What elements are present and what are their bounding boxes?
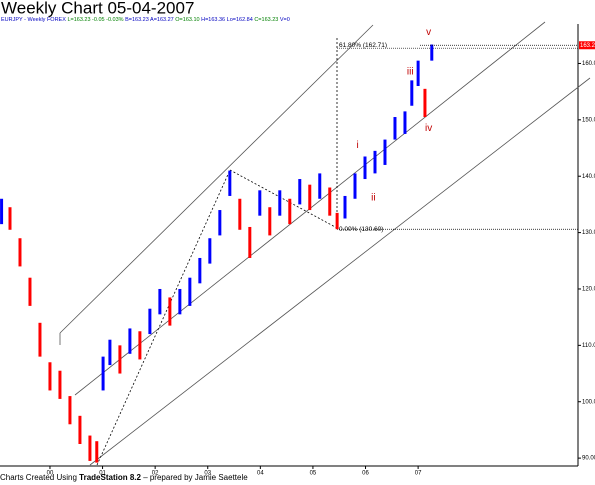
y-tick-label: 160.00 <box>582 61 595 67</box>
y-tick-label: 150.00 <box>582 117 595 123</box>
last-price-box <box>579 41 595 50</box>
footer-text: – prepared by Jamie Saettele <box>143 473 248 482</box>
header-item: EURJPY - Weekly FOREX <box>1 17 66 23</box>
x-tick-label: 07 <box>415 471 422 477</box>
x-tick-label: 01 <box>99 471 106 477</box>
wave-label: v <box>426 27 431 38</box>
header-text: EURJPY - Weekly FOREX L=163.23 -0.05 -0.… <box>1 17 290 23</box>
x-tick-label: 02 <box>152 471 159 477</box>
footer-text: Charts Created Using <box>0 473 77 482</box>
channel-line <box>89 77 591 466</box>
header-item: H=163.36 Lo=162.84 <box>201 17 253 23</box>
wave-label: iii <box>407 67 414 78</box>
y-tick-label: 140.00 <box>582 174 595 180</box>
x-tick-label: 04 <box>257 471 264 477</box>
chart-title: Weekly Chart 05-04-2007 <box>1 0 194 17</box>
y-tick-label: 120.00 <box>582 287 595 293</box>
guide-line <box>96 169 231 466</box>
wave-guides <box>96 38 338 466</box>
header-item: V=0 <box>280 17 290 23</box>
x-tick-label: 06 <box>362 471 369 477</box>
header-item: O=163.10 <box>175 17 199 23</box>
x-tick-label: 03 <box>204 471 211 477</box>
fib-label: 0.00% (130.60) <box>339 226 383 233</box>
y-tick-label: 130.00 <box>582 230 595 236</box>
guide-line <box>229 169 338 229</box>
wave-label: i <box>357 140 359 151</box>
channel-line <box>59 24 374 334</box>
fib-label: 61.80% (162.71) <box>339 42 387 49</box>
last-price-label: 163.23 <box>580 43 595 49</box>
footer: Charts Created Using TradeStation 8.2 – … <box>0 473 248 482</box>
x-tick-label: 00 <box>47 471 54 477</box>
header-item: B=163.23 A=163.27 <box>125 17 174 23</box>
footer-brand: TradeStation 8.2 <box>79 473 141 482</box>
header-item: L=163.23 -0.05 -0.03% <box>67 17 123 23</box>
y-tick-label: 110.00 <box>582 343 595 349</box>
y-tick-label: 100.00 <box>582 399 595 405</box>
y-tick-label: 90.00 <box>582 456 595 462</box>
x-tick-label: 05 <box>310 471 317 477</box>
wave-label: iv <box>425 123 432 134</box>
header-item: C=163.23 <box>254 17 278 23</box>
wave-label: ii <box>371 192 375 203</box>
